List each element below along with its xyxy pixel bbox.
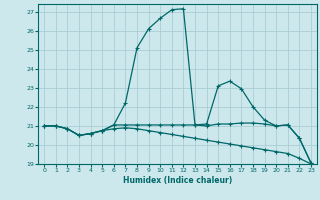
X-axis label: Humidex (Indice chaleur): Humidex (Indice chaleur) [123,176,232,185]
